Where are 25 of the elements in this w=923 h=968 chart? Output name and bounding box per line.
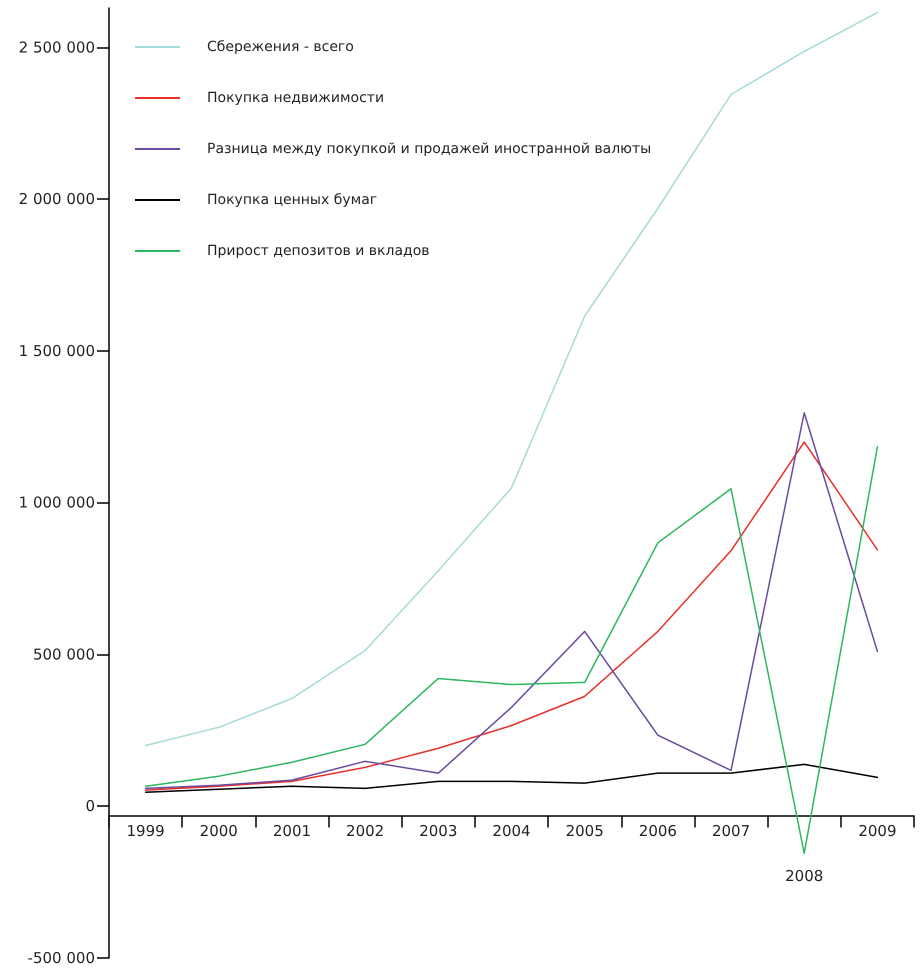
y-tick-label: 1 500 000	[18, 342, 95, 360]
line-series	[144, 12, 878, 746]
legend-label: Покупка ценных бумаг	[207, 192, 378, 208]
y-tick-label: 0	[85, 797, 95, 816]
x-tick-label: 2005	[566, 822, 604, 840]
x-tick-label: 2003	[419, 822, 458, 840]
y-tick-label: 2 000 000	[18, 190, 95, 208]
x-tick-label: 2002	[346, 822, 384, 840]
x-tick-label: 1999	[126, 822, 165, 840]
y-tick-label: -500 000	[28, 949, 95, 967]
x-tick-label: 2009	[858, 822, 897, 840]
x-tick-label: 2007	[712, 822, 750, 840]
legend-label: Прирост депозитов и вкладов	[207, 243, 430, 259]
x-tick-label: 2000	[200, 822, 238, 840]
legend-label: Сбережения - всего	[207, 39, 354, 55]
legend-label: Разница между покупкой и продажей иностранной валюты	[207, 141, 652, 157]
y-tick-label: 2 500 000	[18, 38, 95, 56]
x-tick-label: 2008	[785, 867, 824, 886]
legend-label: Покупка недвижимости	[207, 90, 384, 106]
x-tick-label: 2006	[638, 822, 677, 840]
line-series	[144, 764, 878, 794]
y-tick-label: 500 000	[32, 645, 95, 664]
x-tick-label: 2004	[492, 822, 531, 840]
y-tick-label: 1 000 000	[18, 494, 95, 512]
x-tick-label: 2001	[272, 822, 312, 840]
